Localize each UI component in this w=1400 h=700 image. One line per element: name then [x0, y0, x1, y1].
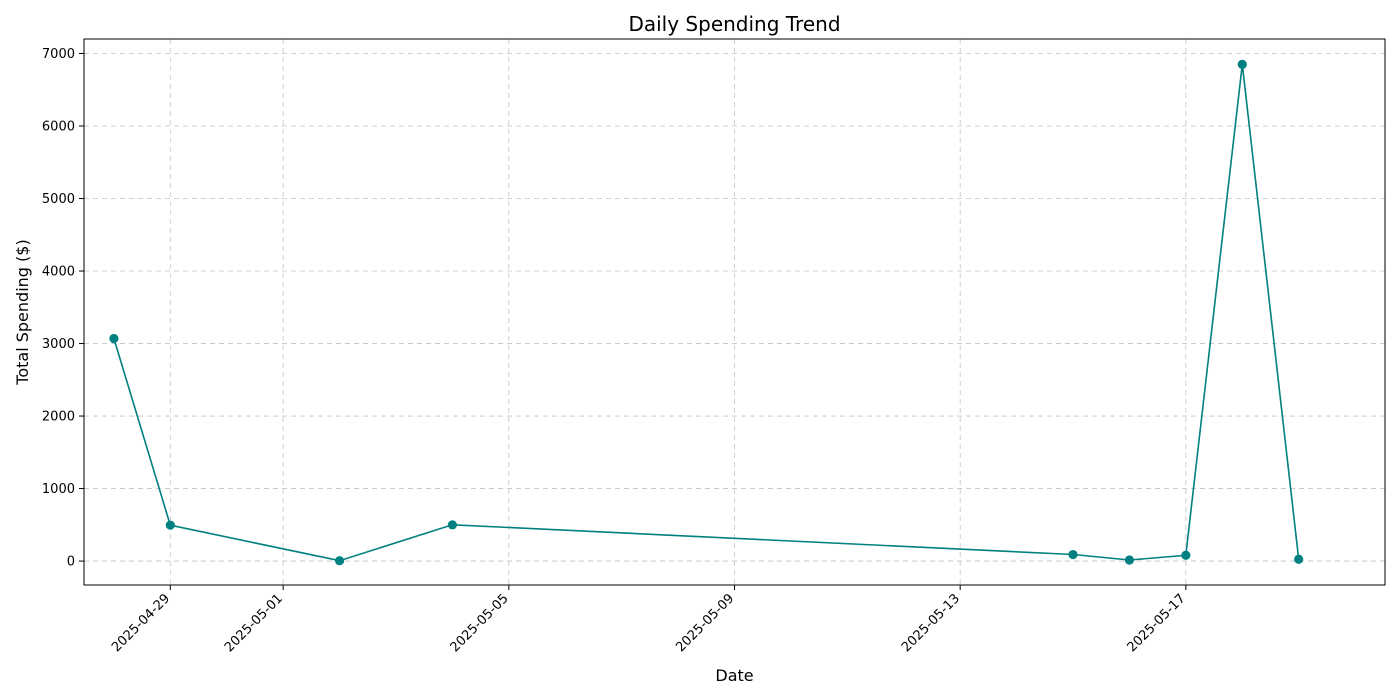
x-tick-label: 2025-05-01 [222, 591, 286, 655]
x-tick-label: 2025-05-13 [899, 591, 963, 655]
y-tick-label: 7000 [42, 47, 75, 62]
series-line [113, 64, 1300, 562]
data-point [334, 556, 345, 566]
x-axis-label: Date [715, 666, 753, 685]
data-point [165, 520, 175, 530]
x-axis: 2025-04-29 2025-05-01 2025-05-05 2025-05-09… [109, 585, 1189, 655]
chart-title: Daily Spending Trend [628, 12, 840, 36]
data-point [1294, 554, 1304, 564]
y-axis: 0 1000 2000 3000 4000 5000 6000 7000 [42, 47, 84, 570]
grid [84, 39, 1385, 585]
x-tick-label: 2025-05-17 [1125, 591, 1189, 655]
data-point [1237, 59, 1247, 69]
y-tick-label: 3000 [42, 337, 75, 352]
y-tick-label: 6000 [42, 120, 75, 135]
x-tick-label: 2025-05-05 [448, 591, 512, 655]
y-tick-label: 1000 [42, 482, 75, 497]
data-point [1068, 549, 1078, 560]
y-tick-label: 4000 [42, 265, 75, 280]
y-tick-label: 0 [67, 555, 75, 570]
data-point [447, 520, 458, 530]
x-tick-label: 2025-04-29 [109, 591, 173, 655]
data-point [1124, 555, 1135, 565]
x-tick-label: 2025-05-09 [673, 591, 737, 655]
series-layer [109, 59, 1304, 566]
y-tick-label: 5000 [42, 192, 75, 207]
y-tick-label: 2000 [42, 410, 75, 425]
data-point [1181, 550, 1191, 560]
y-axis-label: Total Spending ($) [13, 239, 32, 385]
data-point [109, 333, 119, 344]
